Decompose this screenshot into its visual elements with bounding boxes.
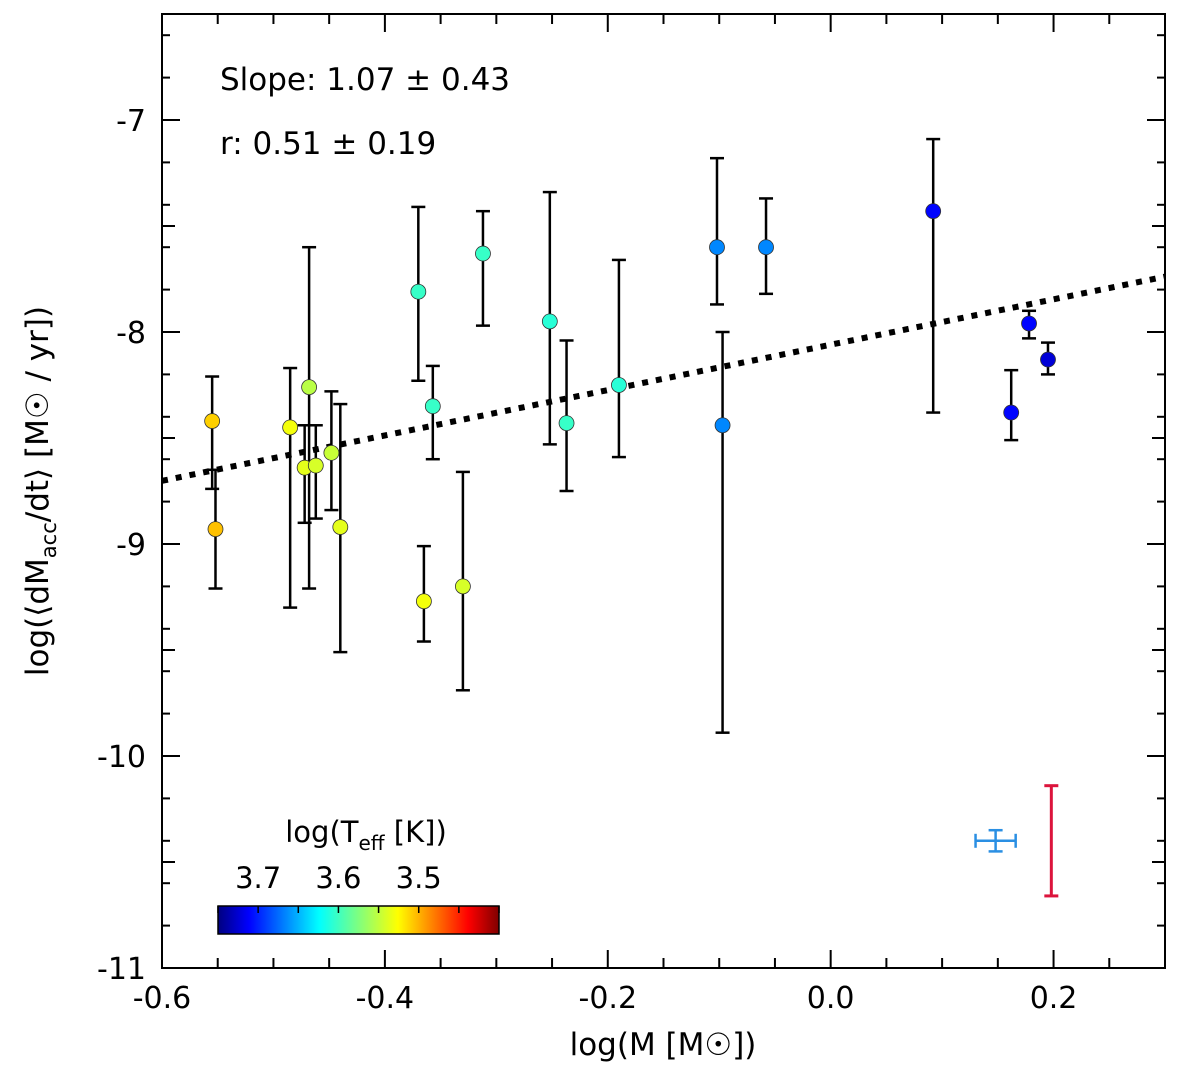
data-point [1003, 404, 1020, 421]
y-axis-title: log(⟨dMacc/dt⟩ [M☉ / yr]) [20, 306, 61, 676]
y-tick-label: -10 [97, 740, 146, 775]
data-point [282, 419, 299, 436]
data-point [1021, 315, 1037, 332]
data-points-layer [204, 203, 1056, 610]
y-tick-labels: -11 -10 -9 -8 -7 [97, 104, 146, 987]
x-tick-label: 0.2 [1030, 981, 1078, 1016]
data-point [611, 377, 627, 393]
colorbar-title: log(Teff [K]) [285, 815, 447, 855]
y-tick-label: -7 [116, 104, 146, 139]
x-tick-label: -0.2 [579, 981, 638, 1016]
colorbar-tick-label: 3.5 [396, 861, 442, 895]
data-point [475, 245, 491, 262]
data-point [307, 457, 324, 474]
colorbar-tick-label: 3.7 [235, 861, 281, 895]
fit-line [161, 273, 1166, 484]
x-tick-label: -0.4 [356, 981, 415, 1016]
typical-error-bars [974, 784, 1059, 898]
r-annotation: r: 0.51 ± 0.19 [220, 126, 436, 162]
colorbar-gradient [217, 905, 500, 935]
data-point [415, 593, 432, 610]
fit-line-layer [161, 273, 1166, 484]
data-point [424, 398, 441, 415]
data-point [758, 239, 774, 256]
data-point [301, 379, 318, 396]
slope-annotation: Slope: 1.07 ± 0.43 [220, 62, 510, 98]
x-tick-labels: -0.6 -0.4 -0.2 0.0 0.2 [133, 981, 1078, 1016]
data-point [323, 444, 340, 461]
data-point [709, 239, 725, 256]
data-point [714, 417, 731, 434]
error-bars-layer [205, 137, 1055, 734]
y-tick-label: -9 [116, 528, 146, 563]
data-point [410, 283, 427, 300]
axis-ticks [161, 13, 1166, 969]
data-point [925, 203, 942, 220]
colorbar: 3.7 3.6 3.5 log(Teff [K]) [217, 815, 500, 935]
data-point [1040, 351, 1056, 368]
x-tick-label: -0.6 [133, 981, 192, 1016]
data-point [454, 578, 471, 595]
x-axis-title: log(M [M☉]) [570, 1027, 757, 1063]
colorbar-ticks: 3.7 3.6 3.5 [217, 861, 500, 913]
data-point [541, 313, 558, 330]
data-point [558, 415, 575, 432]
y-tick-label: -8 [116, 316, 146, 351]
data-point [204, 413, 221, 429]
y-tick-label: -11 [97, 952, 146, 987]
x-tick-label: 0.0 [807, 981, 855, 1016]
data-point [332, 519, 349, 535]
data-point [207, 521, 224, 538]
colorbar-tick-label: 3.6 [315, 861, 361, 895]
